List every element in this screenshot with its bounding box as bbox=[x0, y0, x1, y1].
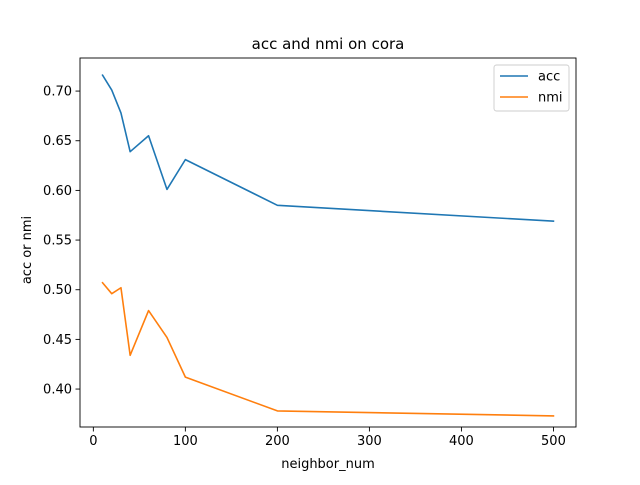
chart-title: acc and nmi on cora bbox=[252, 35, 405, 53]
legend-label-acc: acc bbox=[538, 70, 560, 85]
x-tick-label: 100 bbox=[173, 434, 198, 449]
y-axis-label: acc or nmi bbox=[20, 216, 35, 284]
y-tick-label: 0.55 bbox=[43, 234, 72, 249]
y-tick-label: 0.70 bbox=[43, 85, 72, 100]
y-tick-label: 0.45 bbox=[43, 333, 72, 348]
x-tick-label: 500 bbox=[541, 434, 566, 449]
x-tick-label: 300 bbox=[357, 434, 382, 449]
x-tick-label: 200 bbox=[265, 434, 290, 449]
y-tick-label: 0.50 bbox=[43, 283, 72, 298]
x-tick-label: 400 bbox=[449, 434, 474, 449]
y-tick-label: 0.60 bbox=[43, 184, 72, 199]
x-tick-label: 0 bbox=[89, 434, 97, 449]
x-axis-label: neighbor_num bbox=[281, 457, 375, 472]
legend-label-nmi: nmi bbox=[538, 91, 563, 106]
y-tick-label: 0.40 bbox=[43, 383, 72, 398]
legend: acc nmi bbox=[494, 65, 569, 111]
y-tick-label: 0.65 bbox=[43, 134, 72, 149]
